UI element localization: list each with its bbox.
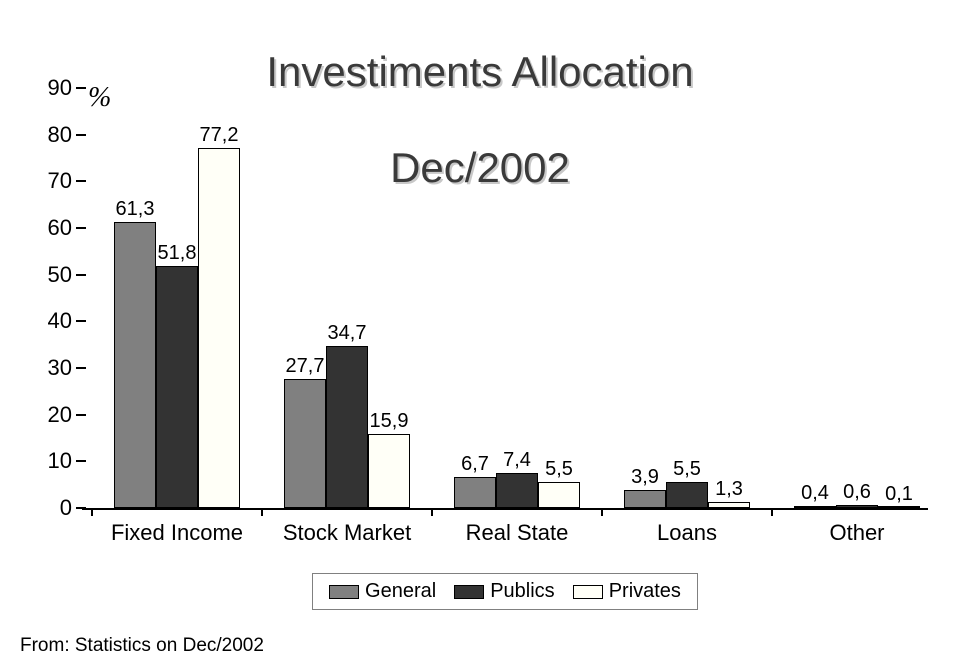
- x-category-label: Fixed Income: [111, 520, 243, 546]
- stage: Investiments Allocation Dec/2002 % 01020…: [0, 0, 960, 663]
- y-tick-label: 60: [38, 217, 72, 239]
- y-tick-label: 10: [38, 450, 72, 472]
- bar-value-label: 0,1: [885, 483, 913, 506]
- bar-public: [836, 505, 878, 508]
- legend-label-general: General: [365, 580, 436, 603]
- chart-area: % 010203040506070809061,351,877,227,734,…: [48, 88, 928, 528]
- bar-value-label: 51,8: [158, 242, 197, 265]
- bar-value-label: 6,7: [461, 453, 489, 476]
- legend-item-public: Publics: [454, 580, 554, 603]
- bar-value-label: 5,5: [545, 458, 573, 481]
- bar-value-label: 34,7: [328, 322, 367, 345]
- bar-value-label: 77,2: [200, 124, 239, 147]
- swatch-general: [329, 585, 359, 599]
- x-tick: [771, 508, 773, 516]
- legend-box: General Publics Privates: [312, 573, 698, 610]
- x-tick: [431, 508, 433, 516]
- x-category-label: Real State: [466, 520, 569, 546]
- x-category-label: Other: [829, 520, 884, 546]
- bar-value-label: 0,6: [843, 481, 871, 504]
- legend-item-general: General: [329, 580, 436, 603]
- y-tick: [76, 507, 86, 509]
- y-tick-label: 80: [38, 124, 72, 146]
- x-category-label: Loans: [657, 520, 717, 546]
- swatch-public: [454, 585, 484, 599]
- bar-public: [666, 482, 708, 508]
- legend: General Publics Privates: [82, 573, 928, 610]
- bar-general: [114, 222, 156, 508]
- bar-value-label: 27,7: [286, 355, 325, 378]
- y-tick-label: 90: [38, 77, 72, 99]
- y-tick-label: 50: [38, 264, 72, 286]
- bar-value-label: 3,9: [631, 466, 659, 489]
- x-tick: [601, 508, 603, 516]
- bar-public: [326, 346, 368, 508]
- y-tick: [76, 414, 86, 416]
- plot-area: % 010203040506070809061,351,877,227,734,…: [82, 88, 928, 510]
- y-tick: [76, 87, 86, 89]
- legend-label-private: Privates: [609, 580, 681, 603]
- y-tick: [76, 180, 86, 182]
- x-tick: [261, 508, 263, 516]
- y-tick-label: 70: [38, 170, 72, 192]
- y-tick-label: 40: [38, 310, 72, 332]
- x-tick: [91, 508, 93, 516]
- y-tick: [76, 274, 86, 276]
- y-tick: [76, 367, 86, 369]
- legend-label-public: Publics: [490, 580, 554, 603]
- y-tick-label: 0: [38, 497, 72, 519]
- bar-private: [878, 506, 920, 508]
- y-tick-label: 20: [38, 404, 72, 426]
- bar-private: [198, 148, 240, 508]
- y-tick: [76, 320, 86, 322]
- bar-value-label: 0,4: [801, 482, 829, 505]
- bar-value-label: 15,9: [370, 410, 409, 433]
- bar-general: [624, 490, 666, 508]
- bar-public: [496, 473, 538, 508]
- bar-value-label: 5,5: [673, 458, 701, 481]
- y-tick-label: 30: [38, 357, 72, 379]
- swatch-private: [573, 585, 603, 599]
- bar-general: [794, 506, 836, 508]
- x-category-label: Stock Market: [283, 520, 411, 546]
- legend-item-private: Privates: [573, 580, 681, 603]
- bar-value-label: 1,3: [715, 478, 743, 501]
- y-unit-label: %: [88, 82, 111, 114]
- bar-private: [708, 502, 750, 508]
- bar-value-label: 7,4: [503, 449, 531, 472]
- source-text: From: Statistics on Dec/2002: [20, 635, 264, 657]
- y-tick: [76, 134, 86, 136]
- y-tick: [76, 227, 86, 229]
- y-tick: [76, 460, 86, 462]
- bar-general: [284, 379, 326, 508]
- bar-private: [538, 482, 580, 508]
- bar-public: [156, 266, 198, 508]
- bar-private: [368, 434, 410, 508]
- bar-general: [454, 477, 496, 508]
- bar-value-label: 61,3: [116, 198, 155, 221]
